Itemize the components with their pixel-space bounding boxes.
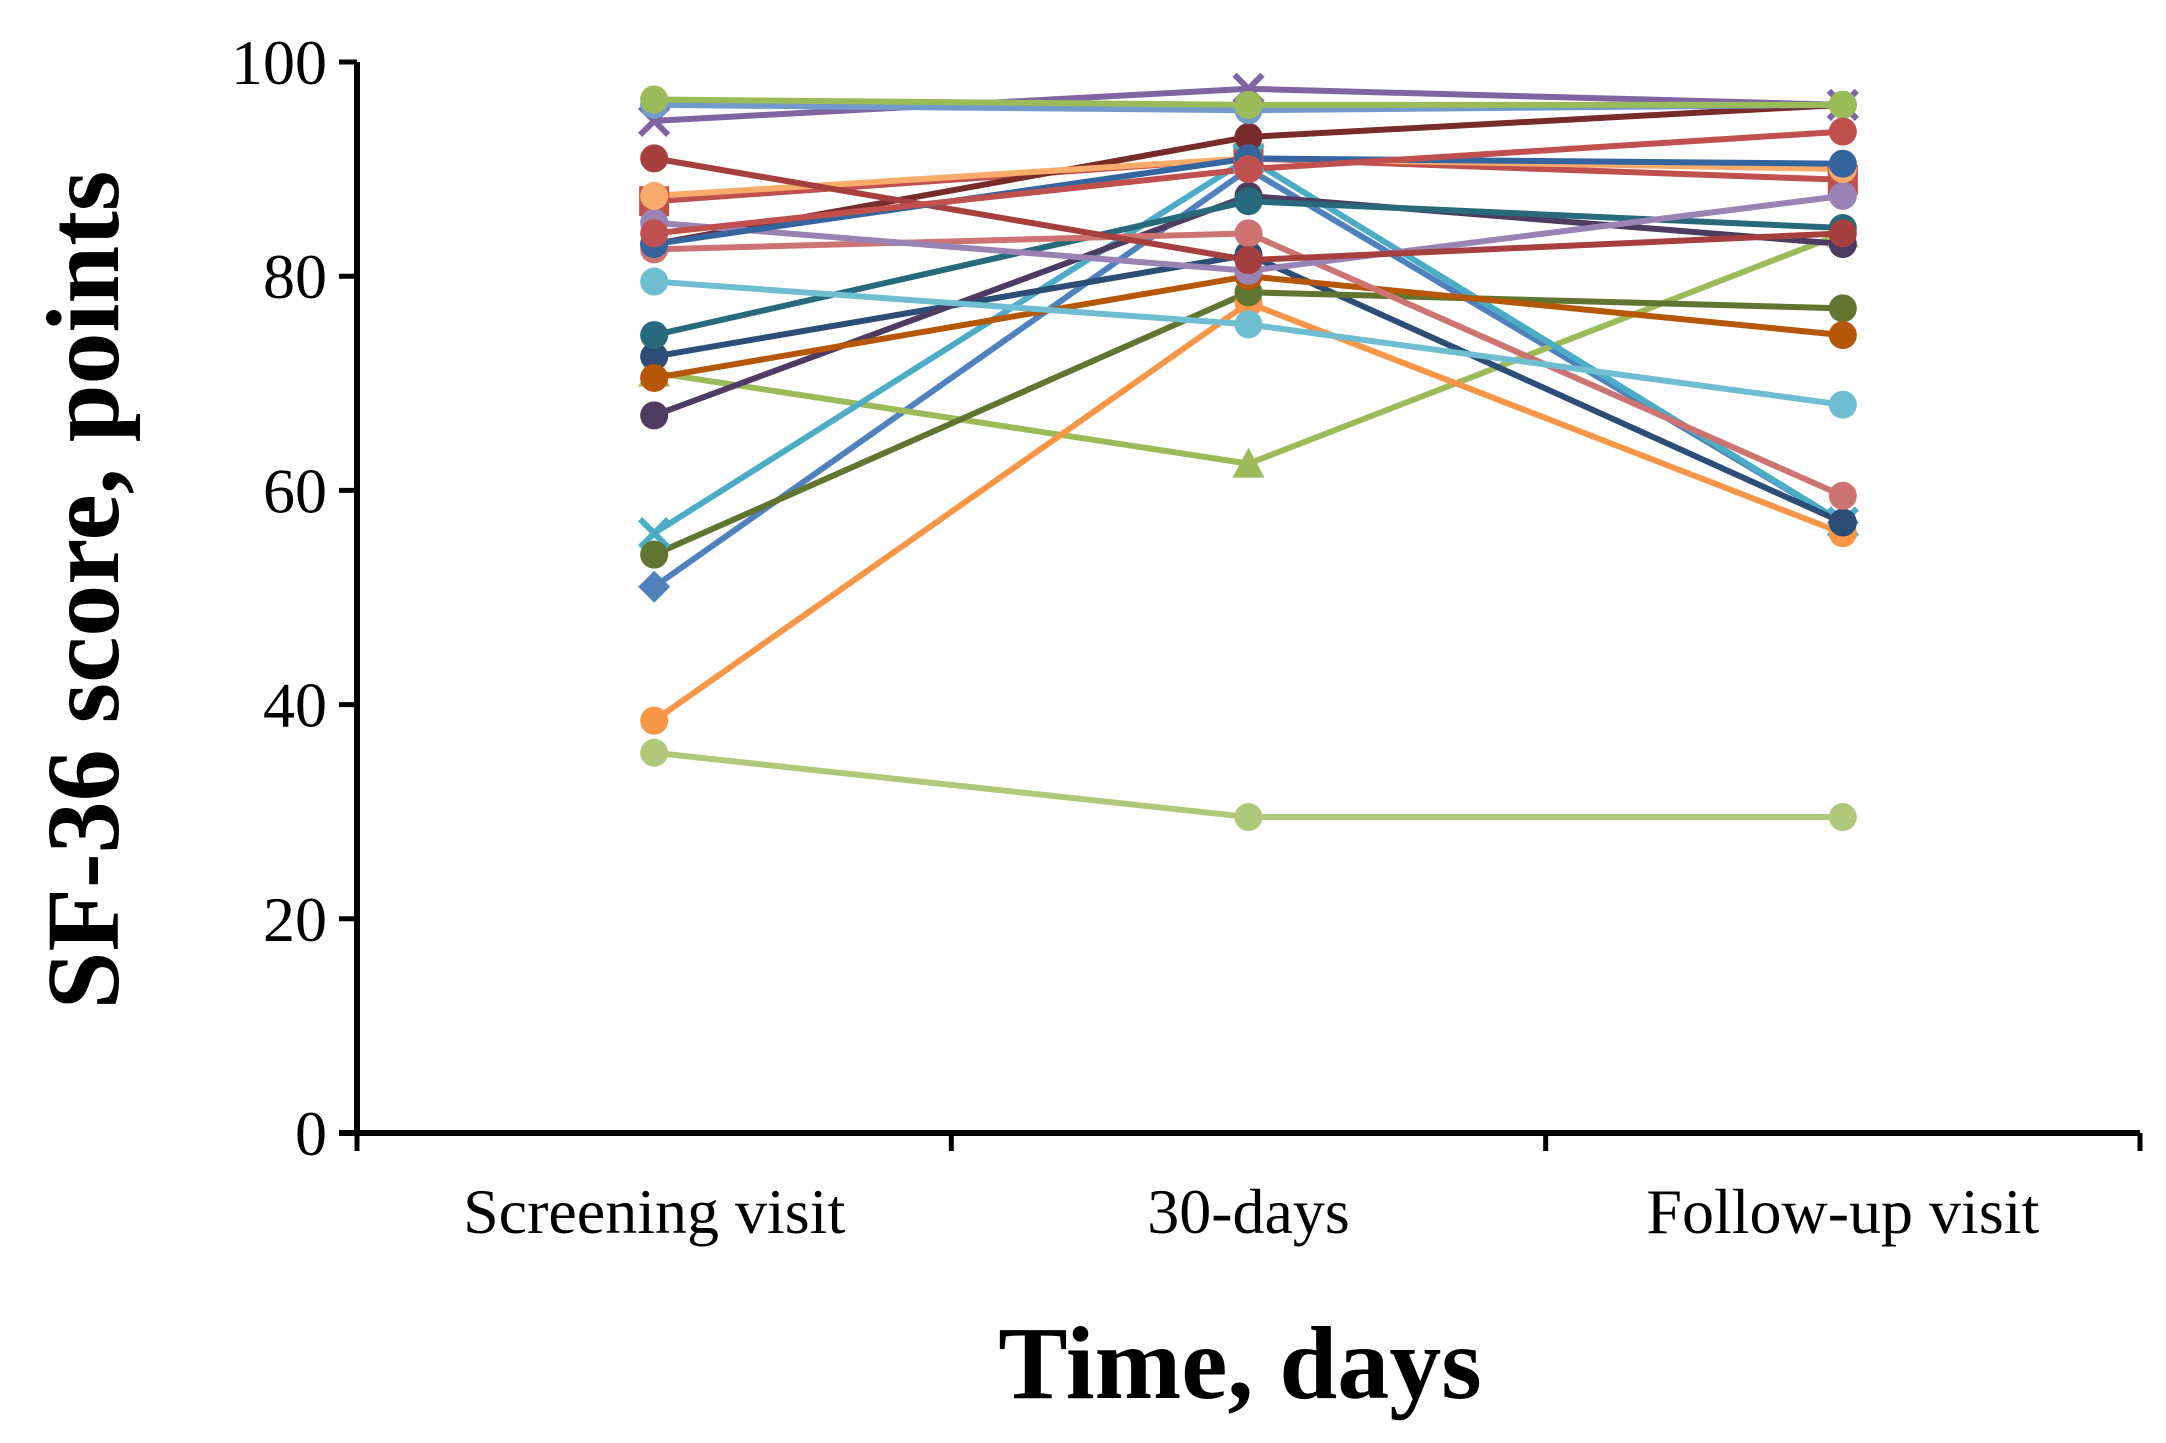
data-point bbox=[1828, 219, 1857, 248]
x-category-label: 30-days bbox=[1147, 1176, 1350, 1247]
data-point bbox=[640, 540, 669, 569]
data-point bbox=[1234, 219, 1263, 248]
data-point bbox=[1232, 447, 1265, 478]
data-point bbox=[1234, 246, 1263, 275]
data-point bbox=[1828, 390, 1857, 419]
data-point bbox=[640, 85, 669, 114]
data-point bbox=[1828, 294, 1857, 323]
x-axis-ticks: Screening visit 30-days Follow-up visit bbox=[354, 1133, 2143, 1247]
data-point bbox=[1828, 117, 1857, 146]
data-point bbox=[640, 363, 669, 392]
data-point bbox=[1234, 90, 1263, 119]
data-point bbox=[640, 219, 669, 248]
data-point bbox=[640, 738, 669, 767]
y-tick-label: 20 bbox=[263, 884, 327, 955]
data-point bbox=[638, 517, 671, 550]
data-point bbox=[1828, 90, 1857, 119]
x-axis-title: Time, days bbox=[998, 1306, 1482, 1421]
y-tick-label: 40 bbox=[263, 670, 327, 741]
data-point bbox=[640, 181, 669, 210]
data-point bbox=[1234, 122, 1263, 151]
data-point bbox=[1828, 149, 1857, 178]
data-point bbox=[1234, 155, 1263, 184]
y-tick-label: 0 bbox=[295, 1098, 327, 1169]
y-tick-label: 60 bbox=[263, 455, 327, 526]
data-point bbox=[1828, 481, 1857, 510]
data-point bbox=[1234, 187, 1263, 216]
y-tick-label: 100 bbox=[231, 27, 327, 98]
y-axis-title: SF-36 score, points bbox=[26, 171, 141, 1010]
data-point bbox=[640, 267, 669, 296]
data-point bbox=[640, 342, 669, 371]
data-point bbox=[1828, 321, 1857, 350]
data-point bbox=[640, 401, 669, 430]
data-point bbox=[1828, 181, 1857, 210]
x-category-label: Follow-up visit bbox=[1646, 1176, 2039, 1247]
series-line-6 bbox=[652, 299, 1844, 724]
y-tick-label: 80 bbox=[263, 241, 327, 312]
data-point bbox=[640, 706, 669, 735]
data-point bbox=[640, 321, 669, 350]
data-point bbox=[1234, 803, 1263, 832]
data-point bbox=[1828, 508, 1857, 537]
data-point bbox=[638, 570, 671, 603]
data-point bbox=[1828, 803, 1857, 832]
data-point bbox=[1234, 310, 1263, 339]
series-markers bbox=[638, 72, 1859, 832]
x-category-label: Screening visit bbox=[463, 1176, 845, 1247]
data-point bbox=[640, 144, 669, 173]
y-axis-ticks: 0 20 40 60 80 100 bbox=[231, 27, 357, 1169]
